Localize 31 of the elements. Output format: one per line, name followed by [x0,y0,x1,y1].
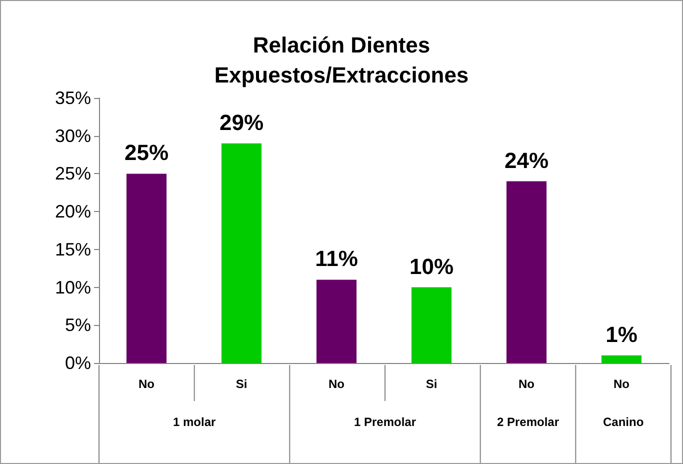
x-tick-label: No [138,377,154,391]
y-tick-label: 25% [54,164,91,184]
bar [411,287,452,363]
text: 2 Premolar [496,415,560,429]
y-tick-label: 5% [64,315,91,336]
y-tick-label: 15% [54,239,91,260]
x-tick-label: No [614,377,630,391]
y-tick-label: 20% [54,202,91,222]
x-tick-label: No [518,377,534,391]
data-label: 29% [219,110,264,135]
chart-title: Relación Dientes Expuestos/Extracciones [214,32,469,88]
y-tick-label: 10% [54,277,91,298]
bar [316,280,357,363]
bar [506,181,547,363]
data-label: 10% [409,254,454,279]
x-tick-label: No [328,377,344,391]
y-tick-label: 30% [54,126,91,146]
text: 1 Premolar [354,415,416,429]
text: 1 molar [172,415,216,429]
bar [126,174,167,363]
y-tick-label: 0% [64,353,91,373]
data-label: 11% [315,246,358,272]
text: Canino [602,415,644,429]
data-label: 24% [504,148,549,173]
x-tick-label: Si [236,377,248,391]
bar [221,143,262,363]
bar [601,355,642,363]
x-tick-label: Si [426,377,438,391]
y-tick-label: 35% [54,88,91,108]
data-label: 1% [606,322,638,347]
data-label: 25% [124,140,169,166]
